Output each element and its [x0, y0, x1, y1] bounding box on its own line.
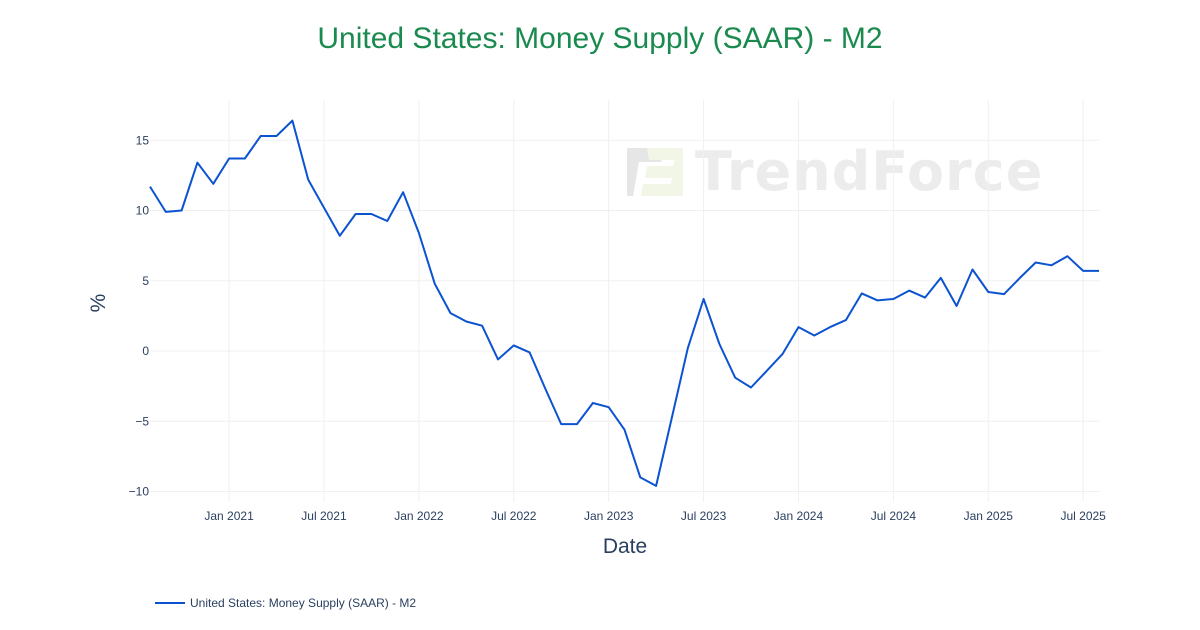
trendforce-logo-icon	[627, 148, 683, 196]
x-tick-label: Jan 2023	[584, 509, 634, 523]
y-tick-label: 15	[136, 133, 150, 147]
legend-line-swatch-icon	[155, 602, 185, 604]
y-axis-title: %	[87, 294, 110, 313]
y-tick-label: −10	[129, 485, 150, 499]
x-tick-label: Jan 2022	[394, 509, 444, 523]
x-tick-label: Jul 2023	[681, 509, 727, 523]
gridlines	[150, 100, 1100, 502]
trendforce-watermark: TrendForce	[625, 143, 1043, 201]
watermark-text: TrendForce	[695, 140, 1044, 203]
x-tick-label: Jul 2021	[301, 509, 347, 523]
y-tick-label: −5	[135, 414, 149, 428]
legend-label: United States: Money Supply (SAAR) - M2	[190, 596, 417, 610]
x-axis-title: Date	[603, 535, 647, 558]
x-tick-label: Jan 2021	[204, 509, 254, 523]
x-tick-label: Jan 2024	[774, 509, 824, 523]
x-tick-label: Jul 2022	[491, 509, 537, 523]
y-tick-label: 5	[142, 274, 149, 288]
legend[interactable]: United States: Money Supply (SAAR) - M2	[155, 596, 416, 610]
y-axis-ticks: 15 10 5 0 −5 −10	[129, 133, 150, 498]
x-tick-label: Jan 2025	[964, 509, 1014, 523]
x-tick-label: Jul 2025	[1060, 509, 1106, 523]
y-tick-label: 0	[142, 344, 149, 358]
x-tick-label: Jul 2024	[871, 509, 917, 523]
chart-title: United States: Money Supply (SAAR) - M2	[317, 22, 883, 55]
x-axis-ticks: Jan 2021 Jul 2021 Jan 2022 Jul 2022 Jan 2023…	[204, 509, 1106, 523]
series-line-m2	[149, 119, 1099, 487]
y-tick-label: 10	[136, 204, 150, 218]
